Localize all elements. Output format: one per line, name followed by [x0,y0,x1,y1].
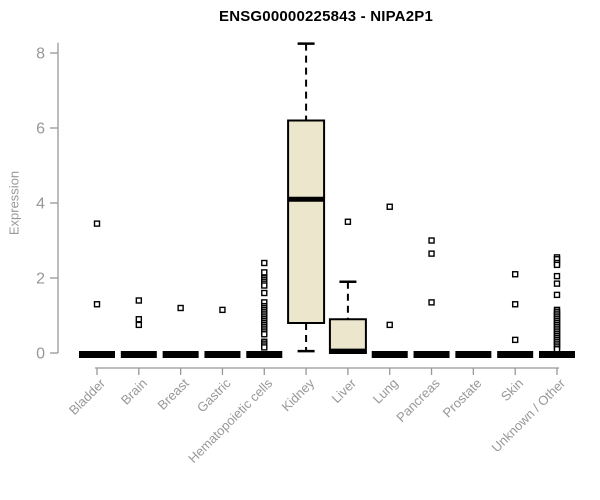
boxplot-box [287,119,326,324]
flat-box [120,351,157,358]
outlier-point [261,259,268,267]
x-category-label: Brain [118,376,150,408]
flat-box [79,351,115,358]
y-tick-label: 4 [36,196,45,213]
x-category-label: Prostate [440,376,485,421]
outlier-point [93,220,101,227]
outlier-point [428,237,435,244]
outlier-point [386,203,393,210]
flat-box [246,351,283,358]
x-category-label: Bladder [66,375,109,418]
outlier-point [553,346,561,353]
outlier-point [428,250,435,257]
x-category-label: Breast [155,375,192,412]
outlier-point [553,261,561,269]
y-tick-label: 2 [36,271,45,288]
outlier-point [428,299,435,306]
outlier-point [135,316,143,323]
outlier-point [93,301,101,308]
flat-box [162,351,199,358]
outlier-point [261,331,268,338]
outlier-point [219,306,226,314]
outlier-point [386,321,393,329]
y-axis-title: Expression [6,170,22,236]
outlier-point [553,291,561,299]
x-category-label: Kidney [278,375,317,414]
flat-box [371,351,408,358]
flat-box [497,351,534,358]
x-category-label: Gastric [194,375,234,415]
outlier-point [261,269,268,276]
outlier-point [553,280,561,287]
outlier-point [261,344,268,351]
chart-title: ENSG00000225843 - NIPA2P1 [218,8,434,25]
x-category-label: Lung [370,376,401,407]
outlier-point [135,297,143,304]
flat-box [539,351,575,358]
boxplot-box [328,318,367,354]
outlier-point [135,321,143,329]
outlier-point [511,271,519,278]
outlier-point [177,304,184,312]
outlier-point [261,282,268,289]
y-tick-label: 6 [36,121,45,138]
x-category-label: Liver [328,375,359,406]
flat-box [204,351,241,358]
outlier-point [344,218,352,225]
x-category-label: Pancreas [393,375,443,425]
outlier-point [511,336,519,344]
y-tick-label: 8 [36,46,45,63]
flat-box [455,351,492,358]
y-tick-label: 0 [36,346,45,363]
x-category-label: Unknown / Other [489,375,569,455]
outlier-point [553,272,561,280]
outlier-point [511,301,519,308]
outlier-point [261,289,268,297]
x-category-label: Skin [498,376,526,404]
flat-box [413,351,450,358]
